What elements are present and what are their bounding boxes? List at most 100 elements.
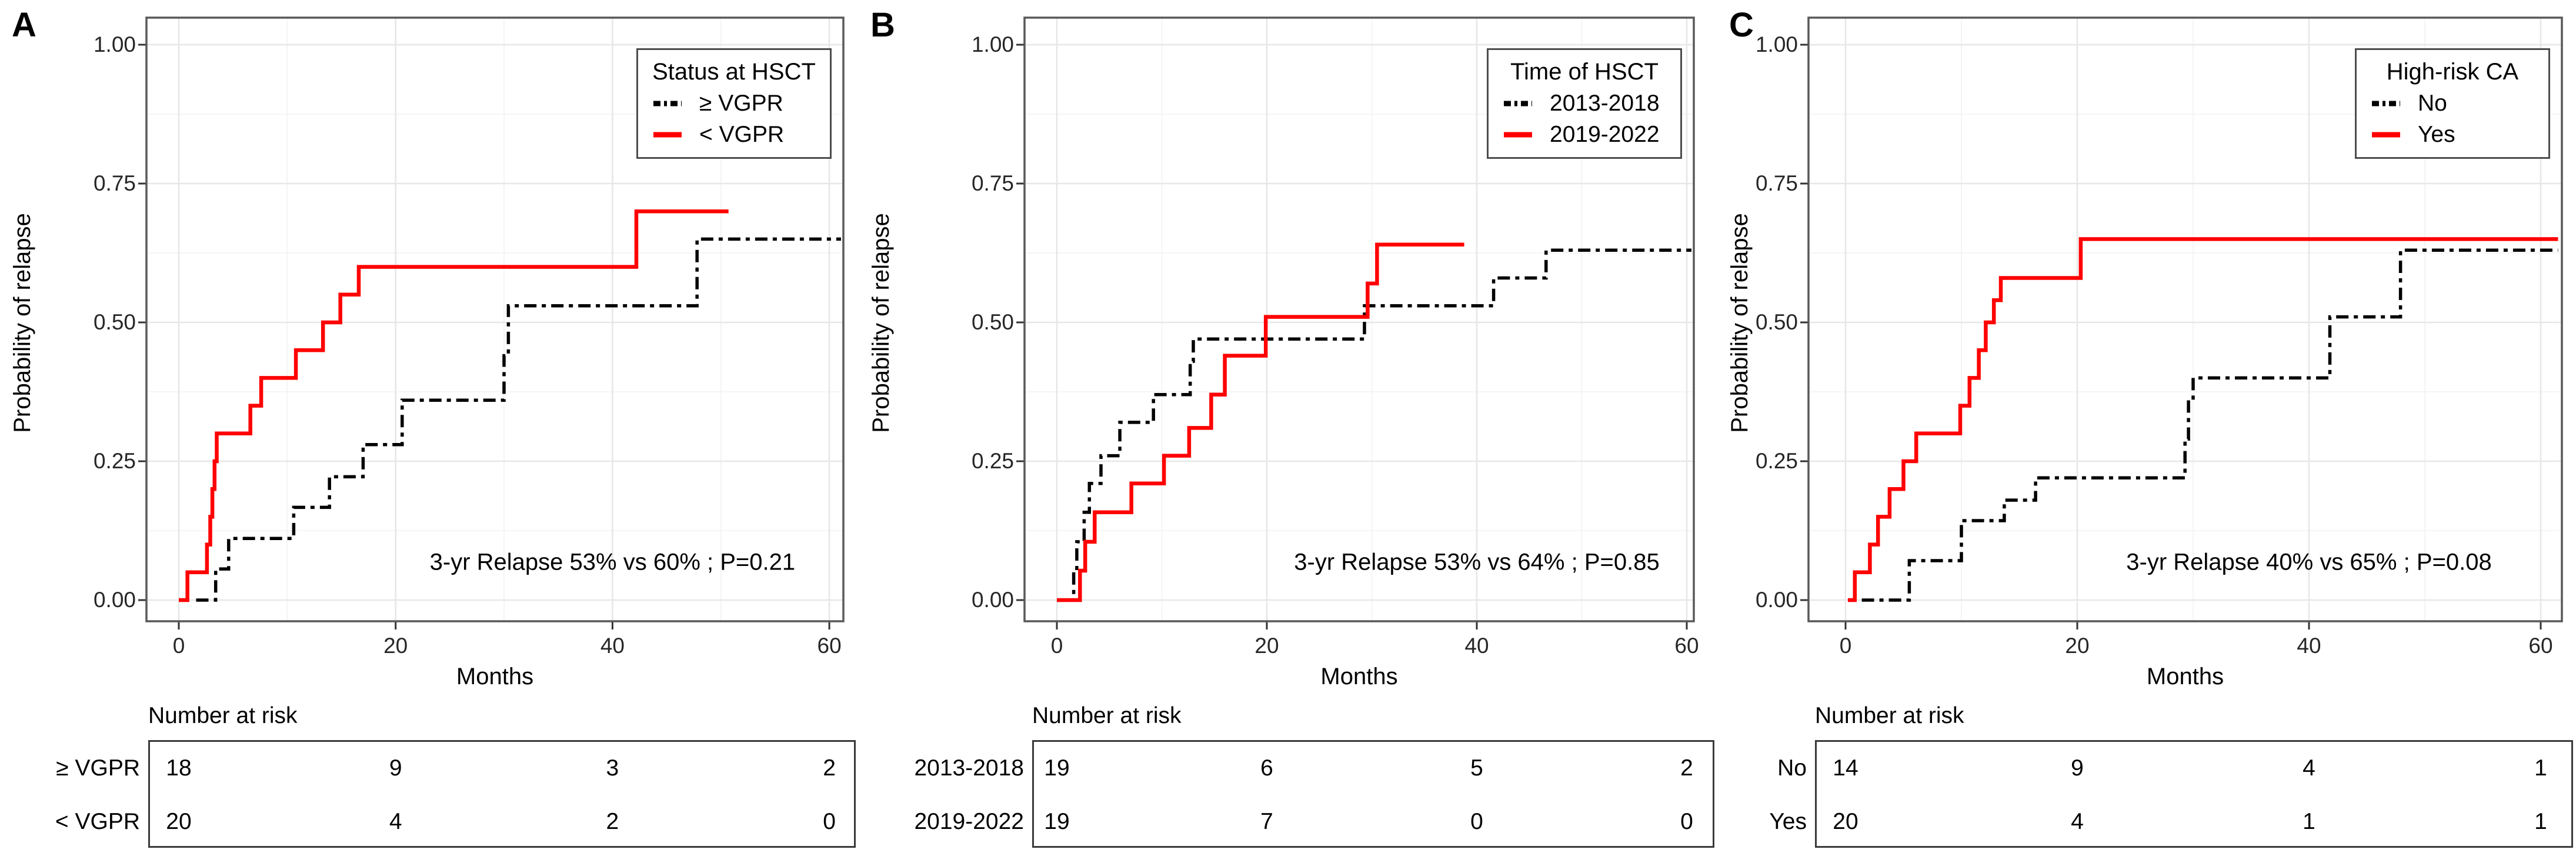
y-tick-label: 0.75 <box>971 171 1014 195</box>
legend-item: 2019-2022 <box>1489 119 1680 150</box>
x-tick-label: 40 <box>2297 634 2321 658</box>
risk-table-header: Number at risk <box>148 703 298 728</box>
panel-a: A Probability of relapse 1.00 0.75 0.50 … <box>0 0 859 866</box>
survival-plot-b <box>1016 16 1695 629</box>
risk-row-label: 2019-2022 <box>914 809 1024 834</box>
legend-item-label: ≥ VGPR <box>699 91 783 116</box>
survival-plot-c <box>1800 16 2563 629</box>
annotation-text: 3-yr Relapse 40% vs 65% ; P=0.08 <box>2126 549 2492 575</box>
risk-count: 4 <box>2071 809 2084 834</box>
y-tick-label: 0.50 <box>971 310 1014 334</box>
risk-count: 4 <box>389 809 402 834</box>
solid-line-icon <box>653 132 682 137</box>
x-tick-label: 40 <box>1464 634 1489 658</box>
risk-count: 0 <box>1470 809 1483 834</box>
risk-count: 9 <box>2071 755 2084 781</box>
risk-count: 2 <box>606 809 619 834</box>
panel-letter: A <box>12 6 36 44</box>
legend-box: Status at HSCT ≥ VGPR < VGPR <box>636 48 832 159</box>
risk-table-box <box>1032 740 1714 848</box>
dashed-line-icon <box>2372 101 2400 106</box>
y-tick-label: 0.75 <box>93 171 136 195</box>
x-axis-title: Months <box>1320 664 1398 690</box>
y-tick-label: 1.00 <box>971 32 1014 56</box>
legend-item: Yes <box>2357 119 2548 150</box>
x-tick-label: 0 <box>1050 634 1063 658</box>
legend-item-label: Yes <box>2418 122 2455 147</box>
y-tick-label: 0.50 <box>1755 310 1798 334</box>
legend-item: ≥ VGPR <box>638 88 830 119</box>
panel-letter: C <box>1729 6 1754 44</box>
y-tick-label: 1.00 <box>93 32 136 56</box>
risk-table-box <box>1815 740 2573 848</box>
legend-title: Status at HSCT <box>652 59 816 85</box>
dashed-line-icon <box>653 101 682 106</box>
risk-count: 5 <box>1470 755 1483 781</box>
risk-count: 9 <box>389 755 402 781</box>
x-tick-label: 0 <box>1839 634 1852 658</box>
solid-line-icon <box>2372 132 2400 137</box>
legend-item-label: < VGPR <box>699 122 785 147</box>
risk-row-label: Yes <box>1769 809 1807 834</box>
risk-count: 6 <box>1260 755 1273 781</box>
risk-count: 3 <box>606 755 619 781</box>
risk-count: 1 <box>2534 809 2547 834</box>
legend-item-label: 2013-2018 <box>1550 91 1660 116</box>
legend-item-label: 2019-2022 <box>1550 122 1660 147</box>
x-tick-label: 60 <box>817 634 842 658</box>
y-tick-label: 1.00 <box>1755 32 1798 56</box>
risk-row-label: ≥ VGPR <box>56 755 140 781</box>
panel-b: B Probability of relapse 1.00 0.75 0.50 … <box>859 0 1717 866</box>
risk-count: 0 <box>1680 809 1693 834</box>
x-axis-title: Months <box>2146 664 2224 690</box>
risk-count: 7 <box>1260 809 1273 834</box>
x-tick-label: 0 <box>172 634 185 658</box>
y-tick-label: 0.50 <box>93 310 136 334</box>
risk-count: 14 <box>1833 755 1858 781</box>
risk-table-box <box>148 740 856 848</box>
y-axis-title: Probability of relapse <box>9 213 35 433</box>
risk-count: 20 <box>1833 809 1858 834</box>
risk-row-label: < VGPR <box>55 809 140 834</box>
legend-item: No <box>2357 88 2548 119</box>
x-tick-label: 40 <box>600 634 625 658</box>
panel-letter: B <box>870 6 895 44</box>
risk-count: 1 <box>2303 809 2315 834</box>
x-tick-label: 20 <box>2065 634 2090 658</box>
x-tick-label: 20 <box>383 634 408 658</box>
y-tick-label: 0.25 <box>1755 449 1798 473</box>
legend-title: High-risk CA <box>2386 59 2519 85</box>
y-tick-label: 0.25 <box>971 449 1014 473</box>
risk-count: 2 <box>823 755 836 781</box>
y-tick-label: 0.00 <box>971 588 1014 612</box>
x-tick-label: 20 <box>1254 634 1279 658</box>
x-axis-title: Months <box>456 664 534 690</box>
legend-item: 2013-2018 <box>1489 88 1680 119</box>
risk-count: 19 <box>1044 755 1070 781</box>
risk-count: 20 <box>166 809 192 834</box>
dashed-line-icon <box>1504 101 1532 106</box>
risk-count: 18 <box>166 755 192 781</box>
legend-box: High-risk CA No Yes <box>2355 48 2550 159</box>
legend-item: < VGPR <box>638 119 830 150</box>
y-tick-label: 0.00 <box>93 588 136 612</box>
panel-c: C Probability of relapse 1.00 0.75 0.50 … <box>1717 0 2576 866</box>
legend-item-label: No <box>2418 91 2447 116</box>
x-tick-label: 60 <box>2528 634 2553 658</box>
annotation-text: 3-yr Relapse 53% vs 64% ; P=0.85 <box>1294 549 1660 575</box>
solid-line-icon <box>1504 132 1532 137</box>
annotation-text: 3-yr Relapse 53% vs 60% ; P=0.21 <box>429 549 796 575</box>
y-tick-label: 0.75 <box>1755 171 1798 195</box>
legend-box: Time of HSCT 2013-2018 2019-2022 <box>1487 48 1682 159</box>
legend-title: Time of HSCT <box>1510 59 1659 85</box>
risk-table-header: Number at risk <box>1815 703 1964 728</box>
risk-count: 4 <box>2303 755 2315 781</box>
y-tick-label: 0.00 <box>1755 588 1798 612</box>
x-tick-label: 60 <box>1674 634 1699 658</box>
risk-row-label: No <box>1777 755 1807 781</box>
y-axis-title: Probability of relapse <box>868 213 894 433</box>
risk-row-label: 2013-2018 <box>914 755 1024 781</box>
risk-count: 19 <box>1044 809 1070 834</box>
risk-count: 2 <box>1680 755 1693 781</box>
